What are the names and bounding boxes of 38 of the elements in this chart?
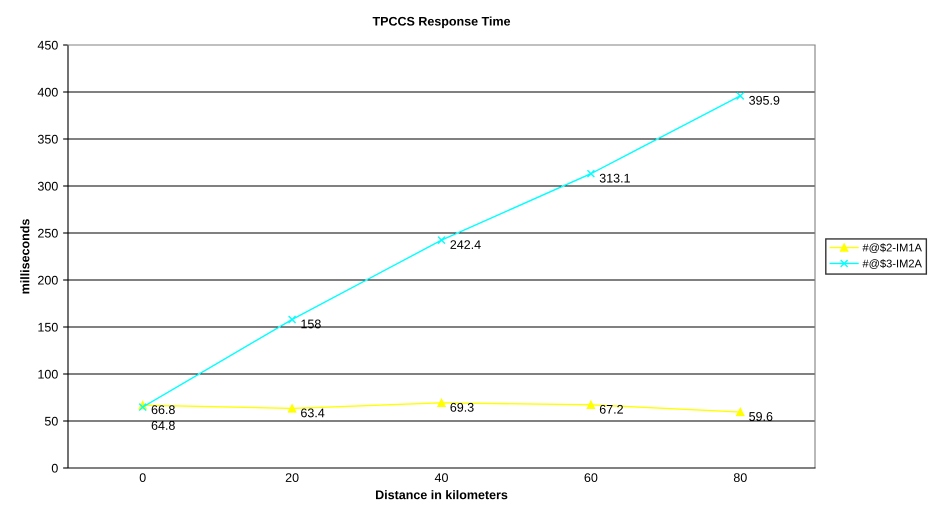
data-label: 67.2 [600,404,623,414]
point [138,402,147,412]
data-label: 63.4 [301,408,324,418]
data-label: 242.4 [450,240,481,249]
point [586,170,596,178]
x-tick-label: 60 [584,473,598,482]
y-tick-label: 400 [38,88,58,97]
data-label: 59.6 [749,412,772,421]
data-label: 69.3 [450,402,474,412]
x-tick-label: 20 [286,473,299,482]
point [586,400,596,409]
y-tick-label: 450 [38,40,58,50]
y-tick-label: 50 [44,416,58,426]
point [437,236,446,244]
y-tick-label: 100 [38,370,58,379]
point [736,408,744,416]
point [736,92,744,100]
x-tick-label: 0 [140,473,146,482]
y-tick-label: 0 [52,464,58,473]
data-label: 66.8 [152,405,175,414]
data-label: 395.9 [749,96,780,105]
y-axis-title: milliseconds [20,219,30,294]
legend-label: #@$2-IM1A [862,243,922,253]
y-tick-label: 350 [38,134,58,144]
chart-title: TPCCS Response Time [372,16,510,28]
data-label: 64.8 [152,421,175,430]
y-tick-label: 300 [38,182,58,191]
x-axis-title: Distance in kilometers [376,490,508,500]
x-tick-label: 80 [734,473,747,482]
point [288,315,296,324]
point [288,404,296,413]
legend-label: #@$3-IM2A [862,259,922,269]
y-tick-label: 150 [38,322,58,332]
data-label: 313.1 [600,174,630,183]
point [437,398,446,408]
y-tick-label: 250 [38,228,58,238]
x-tick-label: 40 [434,473,448,482]
y-tick-label: 200 [38,276,58,285]
